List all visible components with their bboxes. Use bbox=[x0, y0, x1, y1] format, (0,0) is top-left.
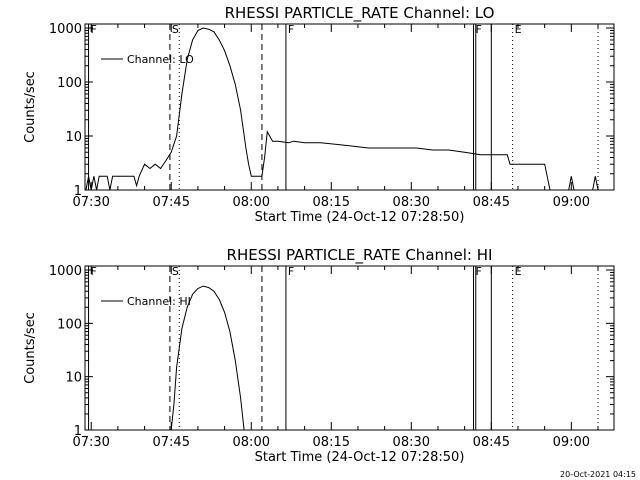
chart1-flag-label: F bbox=[288, 265, 294, 278]
chart1-xtick-label: 08:30 bbox=[393, 435, 430, 450]
chart1-xtick-label: 08:15 bbox=[313, 435, 350, 450]
chart0-flag-label: F bbox=[288, 23, 294, 36]
chart0-ytick-label: 1 bbox=[74, 184, 82, 199]
chart0-frame bbox=[84, 23, 615, 191]
chart1-flag-label: S bbox=[172, 265, 179, 278]
chart1-ytick-label: 10 bbox=[65, 371, 82, 386]
chart0-xtick-label: 09:00 bbox=[553, 195, 590, 210]
chart0-ytick-label: 1000 bbox=[49, 22, 82, 37]
chart0-flag-label: S bbox=[172, 23, 179, 36]
chart1-ytick-label: 1000 bbox=[49, 264, 82, 279]
chart0-flag-label: F bbox=[91, 23, 97, 36]
chart0-series-line bbox=[85, 27, 604, 190]
chart1-flag-label: F bbox=[91, 265, 97, 278]
chart0-flag-label: E bbox=[515, 23, 522, 36]
chart1-ytick-label: 100 bbox=[57, 317, 82, 332]
chart1-xtick-label: 08:00 bbox=[233, 435, 270, 450]
chart0-ytick-label: 100 bbox=[57, 76, 82, 91]
chart0-xlabel: Start Time (24-Oct-12 07:28:50) bbox=[255, 210, 465, 225]
chart0-legend-label: Channel: LO bbox=[127, 53, 194, 66]
chart0-xtick-label: 07:30 bbox=[72, 195, 109, 210]
chart-panel-lo: RHESSI PARTICLE_RATE Channel: LO 1 10 100 10… bbox=[23, 4, 615, 225]
chart1-xtick-label: 09:00 bbox=[553, 435, 590, 450]
chart1-ylabel: Counts/sec bbox=[23, 312, 38, 384]
chart1-series-line bbox=[170, 285, 245, 430]
chart1-xtick-label: 07:45 bbox=[153, 435, 190, 450]
chart0-flag-label: F bbox=[476, 23, 482, 36]
chart-panel-hi: RHESSI PARTICLE_RATE Channel: HI 1 10 100 10… bbox=[23, 246, 615, 465]
chart1-xtick-label: 07:30 bbox=[72, 435, 109, 450]
chart0-ylabel: Counts/sec bbox=[23, 71, 38, 143]
chart1-xlabel: Start Time (24-Oct-12 07:28:50) bbox=[255, 450, 465, 465]
chart1-flag-label: E bbox=[515, 265, 522, 278]
chart1-frame bbox=[84, 265, 615, 431]
chart0-ytick-label: 10 bbox=[65, 130, 82, 145]
chart0-xtick-label: 08:30 bbox=[393, 195, 430, 210]
chart0-xtick-label: 08:45 bbox=[473, 195, 510, 210]
chart0-xtick-label: 08:15 bbox=[313, 195, 350, 210]
footer-timestamp: 20-Oct-2021 04:15 bbox=[560, 470, 636, 479]
chart1-legend-label: Channel: HI bbox=[127, 295, 191, 308]
chart1-ytick-label: 1 bbox=[74, 424, 82, 439]
chart1-flag-label: F bbox=[476, 265, 482, 278]
chart0-title: RHESSI PARTICLE_RATE Channel: LO bbox=[225, 4, 495, 23]
chart0-xtick-label: 08:00 bbox=[233, 195, 270, 210]
chart1-xtick-label: 08:45 bbox=[473, 435, 510, 450]
chart0-xtick-label: 07:45 bbox=[153, 195, 190, 210]
chart1-title: RHESSI PARTICLE_RATE Channel: HI bbox=[227, 246, 493, 265]
